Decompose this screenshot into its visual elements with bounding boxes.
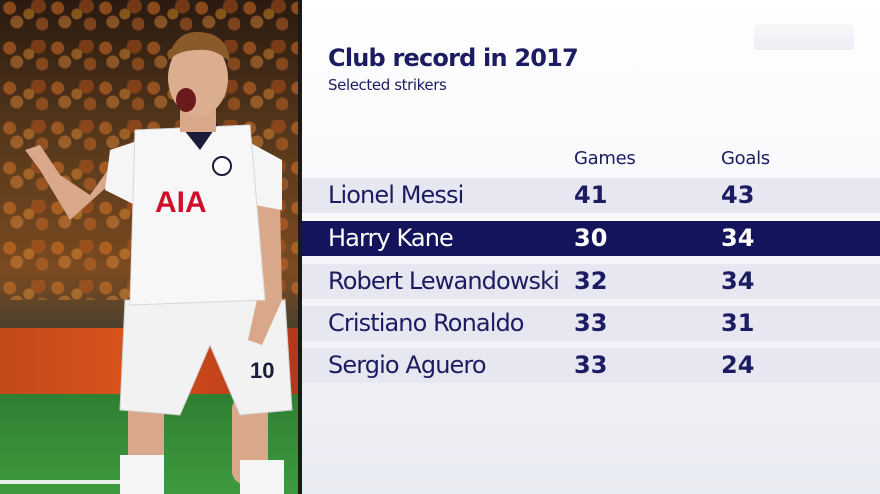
games-value: 33 xyxy=(574,309,608,337)
stats-panel: Club record in 2017 Selected strikers Ga… xyxy=(302,0,880,494)
player-name: Harry Kane xyxy=(328,224,454,252)
goals-value: 31 xyxy=(721,309,755,337)
table-row-kane: Harry Kane 30 34 xyxy=(302,221,880,256)
broadcaster-logo xyxy=(754,22,854,52)
pitch-line xyxy=(0,480,130,484)
player-name: Robert Lewandowski xyxy=(328,267,560,295)
shirt-sponsor: AIA xyxy=(155,186,207,219)
goals-value: 24 xyxy=(721,351,755,379)
graphic-subtitle: Selected strikers xyxy=(328,76,447,94)
player-name: Lionel Messi xyxy=(328,181,464,209)
table-row-messi: Lionel Messi 41 43 xyxy=(302,178,880,213)
player-name: Sergio Aguero xyxy=(328,351,487,379)
games-value: 33 xyxy=(574,351,608,379)
table-row-aguero: Sergio Aguero 33 24 xyxy=(302,348,880,383)
graphic-title: Club record in 2017 xyxy=(328,44,579,72)
table-row-ronaldo: Cristiano Ronaldo 33 31 xyxy=(302,306,880,341)
column-header-games: Games xyxy=(574,148,636,169)
panel-divider xyxy=(298,0,302,494)
shorts-number: 10 xyxy=(250,358,274,383)
goals-value: 34 xyxy=(721,224,755,252)
column-header-goals: Goals xyxy=(721,148,770,169)
logo-mark xyxy=(754,24,854,50)
player-figure: AIA 10 xyxy=(0,0,300,494)
goals-value: 34 xyxy=(721,267,755,295)
games-value: 41 xyxy=(574,181,608,209)
games-value: 32 xyxy=(574,267,608,295)
table-row-lewandowski: Robert Lewandowski 32 34 xyxy=(302,264,880,299)
games-value: 30 xyxy=(574,224,608,252)
player-name: Cristiano Ronaldo xyxy=(328,309,524,337)
goals-value: 43 xyxy=(721,181,755,209)
player-photo: AIA 10 xyxy=(0,0,300,494)
